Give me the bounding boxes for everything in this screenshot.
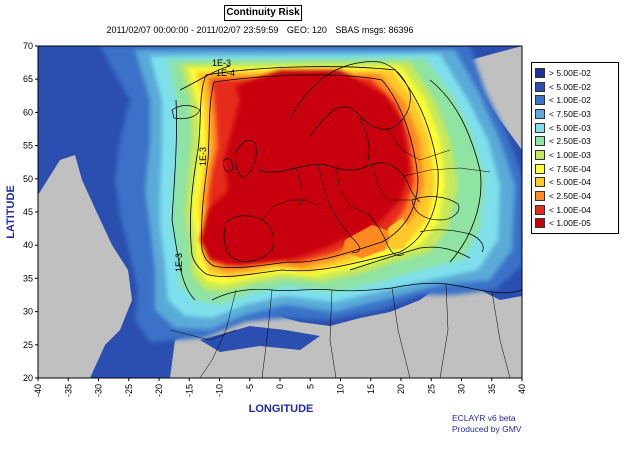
- x-tick-label: 40: [517, 384, 527, 394]
- subtitle-geo: GEO: 120: [286, 25, 327, 35]
- legend-swatch: [535, 108, 545, 119]
- contour-lines: [171, 65, 482, 301]
- x-axis-ticks: -40 -35 -30 -25 -20 -15 -10 -5 0 5 10 15 20 25 30 35 40: [33, 378, 527, 397]
- map-plot-area: [38, 46, 522, 378]
- legend-label: < 7.50E-03: [549, 108, 591, 119]
- y-tick-label: 30: [23, 307, 33, 317]
- no-data-region-south: [170, 284, 522, 378]
- contour-label: 1E-3: [174, 253, 184, 272]
- x-tick-label: 5: [305, 384, 315, 389]
- y-tick-label: 65: [23, 74, 33, 84]
- contour-label: 1E-3: [212, 58, 231, 68]
- x-tick-label: -5: [245, 384, 255, 392]
- y-tick-label: 35: [23, 273, 33, 283]
- legend-label: < 1.00E-04: [549, 204, 591, 215]
- contour-label: 1E-3: [198, 147, 208, 166]
- legend-item: < 1.00E-05: [535, 217, 615, 231]
- y-tick-label: 55: [23, 141, 33, 151]
- legend-label: < 5.00E-04: [549, 177, 591, 188]
- map-title: Continuity Risk: [224, 5, 302, 21]
- legend: > 5.00E-02 < 5.00E-02 < 1.00E-02 < 7.50E-03…: [531, 62, 619, 234]
- legend-item: < 2.50E-04: [535, 189, 615, 203]
- legend-item: < 7.50E-03: [535, 107, 615, 121]
- risk-patch-orange-se: [342, 225, 392, 258]
- legend-swatch: [535, 218, 545, 229]
- y-tick-label: 45: [23, 207, 33, 217]
- x-tick-label: 10: [336, 384, 346, 394]
- y-tick-label: 70: [23, 41, 33, 51]
- x-tick-label: -40: [33, 384, 43, 397]
- legend-swatch: [535, 95, 545, 106]
- no-data-region-east: [470, 46, 522, 150]
- credit-producer: Produced by GMV: [452, 424, 522, 434]
- x-tick-label: 35: [487, 384, 497, 394]
- y-tick-label: 20: [23, 373, 33, 383]
- x-tick-label: 0: [275, 384, 285, 389]
- x-tick-label: 25: [426, 384, 436, 394]
- credit-software: ECLAYR v6 beta: [452, 413, 516, 423]
- x-tick-label: -15: [184, 384, 194, 397]
- y-axis-ticks: 20 25 30 35 40 45 50 55 60 65 70: [23, 41, 38, 383]
- legend-swatch: [535, 136, 545, 147]
- legend-label: < 5.00E-03: [549, 122, 591, 133]
- legend-label: < 2.50E-04: [549, 191, 591, 202]
- y-axis-title: LATITUDE: [5, 185, 17, 239]
- y-tick-label: 40: [23, 240, 33, 250]
- contour-label: 1E-4: [216, 68, 235, 78]
- legend-label: < 1.00E-03: [549, 149, 591, 160]
- x-tick-label: -20: [154, 384, 164, 397]
- x-tick-label: 15: [366, 384, 376, 394]
- x-tick-label: -30: [94, 384, 104, 397]
- x-tick-label: -35: [63, 384, 73, 397]
- x-axis-title: LONGITUDE: [249, 403, 314, 415]
- legend-label: < 5.00E-02: [549, 81, 591, 92]
- legend-swatch: [535, 163, 545, 174]
- x-tick-label: 30: [457, 384, 467, 394]
- legend-item: < 5.00E-03: [535, 121, 615, 135]
- legend-swatch: [535, 191, 545, 202]
- subtitle-msgs: SBAS msgs: 86396: [335, 25, 414, 35]
- x-tick-label: -25: [124, 384, 134, 397]
- legend-label: > 5.00E-02: [549, 67, 591, 78]
- legend-swatch: [535, 177, 545, 188]
- subtitle-period: 2011/02/07 00:00:00 - 2011/02/07 23:59:5…: [106, 25, 279, 35]
- legend-item: < 1.00E-02: [535, 93, 615, 107]
- legend-label: < 7.50E-04: [549, 163, 591, 174]
- legend-item: < 1.00E-04: [535, 203, 615, 217]
- map-subtitle: 2011/02/07 00:00:00 - 2011/02/07 23:59:5…: [0, 25, 520, 35]
- y-tick-label: 50: [23, 174, 33, 184]
- legend-swatch: [535, 122, 545, 133]
- legend-swatch: [535, 67, 545, 78]
- country-borders: [169, 129, 511, 378]
- legend-item: < 1.00E-03: [535, 148, 615, 162]
- legend-item: < 5.00E-02: [535, 80, 615, 94]
- legend-item: > 5.00E-02: [535, 66, 615, 80]
- legend-item: < 2.50E-03: [535, 134, 615, 148]
- y-tick-label: 60: [23, 107, 33, 117]
- legend-label: < 1.00E-02: [549, 95, 591, 106]
- x-tick-label: 20: [396, 384, 406, 394]
- legend-item: < 5.00E-04: [535, 176, 615, 190]
- risk-patch-amber-se: [388, 218, 412, 250]
- contour-label-group: 1E-3 1E-4 1E-3 1E-3: [174, 58, 235, 272]
- y-tick-label: 25: [23, 340, 33, 350]
- legend-item: < 7.50E-04: [535, 162, 615, 176]
- legend-swatch: [535, 81, 545, 92]
- x-tick-label: -10: [215, 384, 225, 397]
- legend-label: < 2.50E-03: [549, 136, 591, 147]
- legend-swatch: [535, 149, 545, 160]
- legend-label: < 1.00E-05: [549, 218, 591, 229]
- legend-swatch: [535, 204, 545, 215]
- no-data-region-west: [38, 155, 132, 378]
